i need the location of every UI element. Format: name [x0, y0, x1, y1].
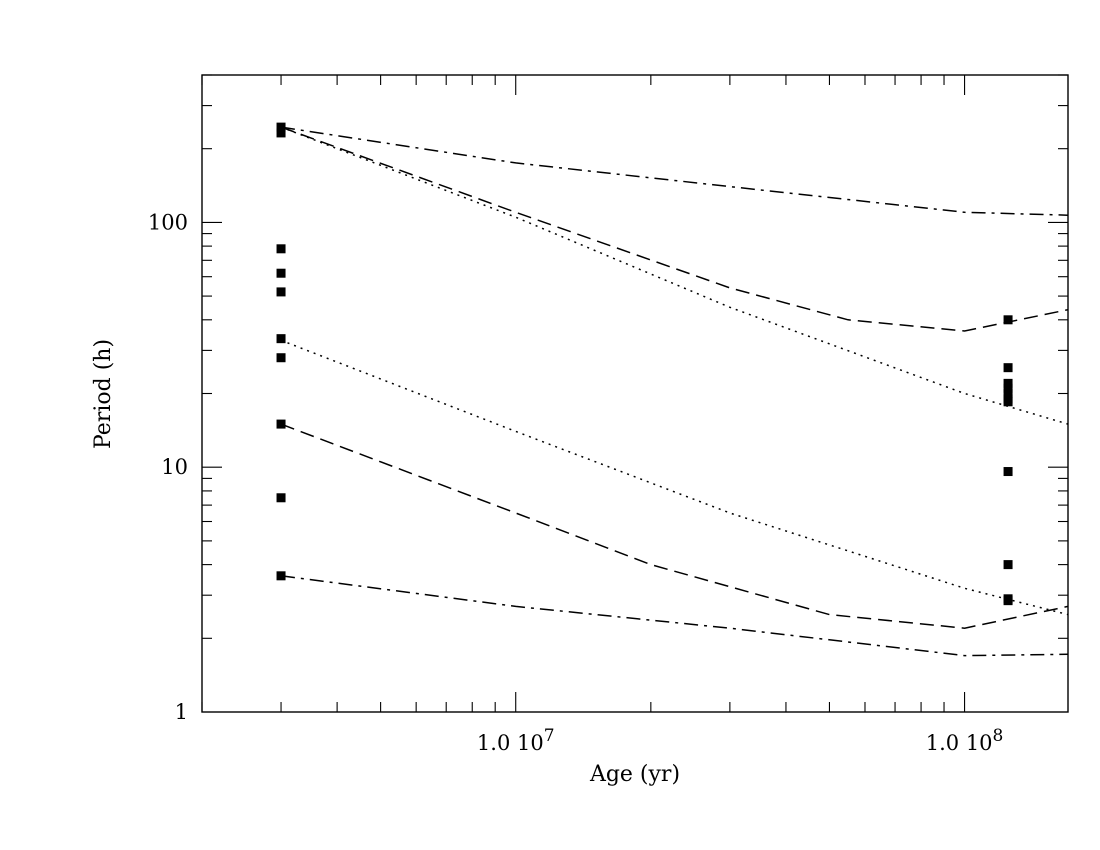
series-line-2-dashed: [280, 126, 1069, 332]
data-point: [276, 122, 286, 132]
data-point: [276, 128, 286, 138]
tick-labels: 1 10 100 1.0 107 1.0 108: [148, 210, 1003, 755]
series-line-5-dashed: [280, 423, 1069, 629]
data-point: [1003, 397, 1013, 407]
data-point: [276, 268, 286, 278]
data-point: [276, 571, 286, 581]
y-tick-label: 10: [161, 455, 188, 479]
series-line-3-dotted: [280, 126, 1069, 425]
data-point: [276, 419, 286, 429]
series-line-1-dashdot: [280, 126, 1069, 216]
data-points: [276, 122, 1013, 606]
data-point: [1003, 378, 1013, 388]
data-point: [276, 493, 286, 503]
y-axis-label: Period (h): [91, 339, 116, 449]
data-point: [1003, 560, 1013, 570]
series-line-6-dashdot: [280, 575, 1069, 657]
data-point: [1003, 315, 1013, 325]
data-point: [1003, 363, 1013, 373]
x-axis-label: Age (yr): [589, 762, 680, 787]
data-point: [1003, 467, 1013, 477]
axis-ticks: [201, 74, 1068, 713]
plot-frame: [201, 74, 1069, 713]
data-point: [1003, 389, 1013, 398]
data-point: [276, 334, 286, 344]
series-line-4-dotted: [280, 339, 1069, 616]
x-tick-label: 1.0 107: [477, 726, 555, 755]
x-tick-label: 1.0 108: [926, 726, 1004, 755]
series-lines: [280, 126, 1069, 657]
data-point: [276, 244, 286, 254]
data-point: [1003, 383, 1013, 393]
data-point: [276, 287, 286, 297]
y-tick-label: 1: [175, 700, 188, 724]
y-tick-label: 100: [148, 210, 188, 234]
data-point: [1003, 596, 1013, 606]
data-point: [276, 353, 286, 363]
